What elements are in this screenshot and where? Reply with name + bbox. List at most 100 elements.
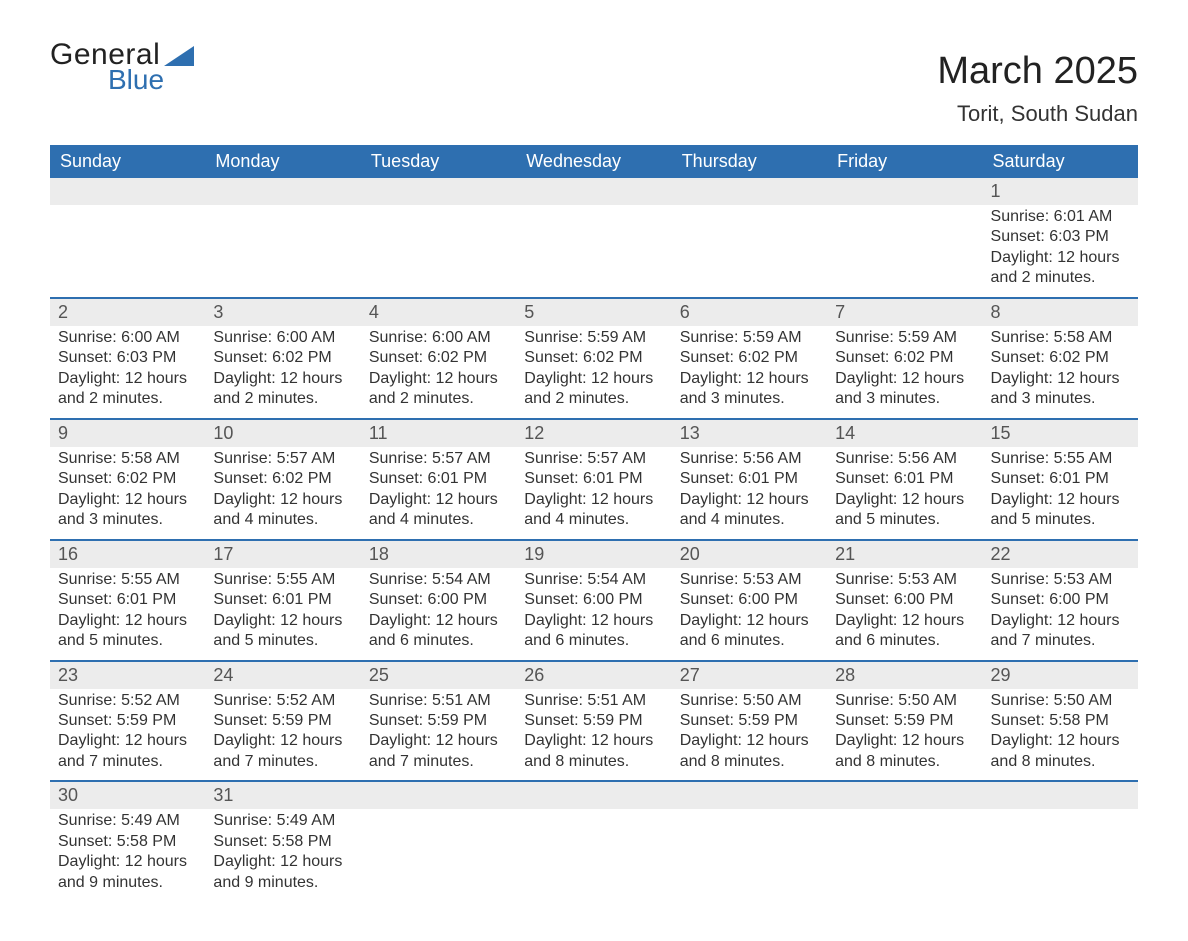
day-number-cell: 12 [516,419,671,447]
daylight-line: Daylight: 12 hours and 3 minutes. [835,369,974,410]
day-number-cell: 14 [827,419,982,447]
sunset-line: Sunset: 5:59 PM [835,711,974,731]
day-number: 26 [516,662,671,689]
sunrise-line: Sunrise: 5:52 AM [213,691,352,711]
day-detail-cell: Sunrise: 5:57 AMSunset: 6:02 PMDaylight:… [205,447,360,540]
day-number: 21 [827,541,982,568]
day-detail-cell: Sunrise: 5:53 AMSunset: 6:00 PMDaylight:… [827,568,982,661]
day-number: 13 [672,420,827,447]
day-detail-cell [516,205,671,298]
day-number-cell: 24 [205,661,360,689]
sunset-line: Sunset: 5:58 PM [991,711,1130,731]
day-number: 29 [983,662,1138,689]
sunrise-line: Sunrise: 5:51 AM [369,691,508,711]
day-number-cell: 27 [672,661,827,689]
sunset-line: Sunset: 6:03 PM [991,227,1130,247]
day-number-cell: 15 [983,419,1138,447]
sunset-line: Sunset: 5:59 PM [680,711,819,731]
day-number: 23 [50,662,205,689]
sunset-line: Sunset: 6:00 PM [369,590,508,610]
sunset-line: Sunset: 6:01 PM [524,469,663,489]
day-number: 1 [983,178,1138,205]
day-number-cell: 22 [983,540,1138,568]
day-number: 3 [205,299,360,326]
day-number: 11 [361,420,516,447]
day-detail-cell [50,205,205,298]
day-detail-cell: Sunrise: 5:59 AMSunset: 6:02 PMDaylight:… [672,326,827,419]
logo: General Blue [50,40,194,94]
daylight-line: Daylight: 12 hours and 7 minutes. [58,731,197,772]
day-detail-cell: Sunrise: 5:50 AMSunset: 5:58 PMDaylight:… [983,689,1138,782]
logo-triangle-icon [164,46,194,66]
daylight-line: Daylight: 12 hours and 3 minutes. [58,490,197,531]
day-number-cell [983,781,1138,809]
day-detail-cell: Sunrise: 5:57 AMSunset: 6:01 PMDaylight:… [516,447,671,540]
sunset-line: Sunset: 6:00 PM [991,590,1130,610]
day-number-cell: 7 [827,298,982,326]
day-number-cell: 6 [672,298,827,326]
daylight-line: Daylight: 12 hours and 5 minutes. [991,490,1130,531]
daylight-line: Daylight: 12 hours and 3 minutes. [991,369,1130,410]
sunset-line: Sunset: 6:01 PM [835,469,974,489]
day-detail-cell: Sunrise: 5:55 AMSunset: 6:01 PMDaylight:… [205,568,360,661]
calendar-table: SundayMondayTuesdayWednesdayThursdayFrid… [50,145,1138,901]
sunrise-line: Sunrise: 5:54 AM [369,570,508,590]
day-detail-cell: Sunrise: 6:01 AMSunset: 6:03 PMDaylight:… [983,205,1138,298]
day-number-cell: 18 [361,540,516,568]
daylight-line: Daylight: 12 hours and 8 minutes. [524,731,663,772]
sunset-line: Sunset: 6:02 PM [213,469,352,489]
sunset-line: Sunset: 6:02 PM [524,348,663,368]
daylight-line: Daylight: 12 hours and 2 minutes. [213,369,352,410]
daylight-line: Daylight: 12 hours and 7 minutes. [369,731,508,772]
day-number: 15 [983,420,1138,447]
day-detail-cell: Sunrise: 6:00 AMSunset: 6:02 PMDaylight:… [205,326,360,419]
daylight-line: Daylight: 12 hours and 6 minutes. [524,611,663,652]
day-number-cell: 10 [205,419,360,447]
day-header: Friday [827,145,982,178]
day-number-cell: 19 [516,540,671,568]
day-number: 17 [205,541,360,568]
day-header: Thursday [672,145,827,178]
daylight-line: Daylight: 12 hours and 5 minutes. [835,490,974,531]
sunrise-line: Sunrise: 5:53 AM [680,570,819,590]
sunrise-line: Sunrise: 5:53 AM [991,570,1130,590]
day-number: 20 [672,541,827,568]
day-detail-cell: Sunrise: 6:00 AMSunset: 6:03 PMDaylight:… [50,326,205,419]
sunrise-line: Sunrise: 5:49 AM [213,811,352,831]
daylight-line: Daylight: 12 hours and 2 minutes. [524,369,663,410]
week-daynum-row: 1 [50,178,1138,205]
day-detail-cell: Sunrise: 5:56 AMSunset: 6:01 PMDaylight:… [672,447,827,540]
day-detail-cell [827,205,982,298]
daylight-line: Daylight: 12 hours and 9 minutes. [58,852,197,893]
week-daynum-row: 23242526272829 [50,661,1138,689]
day-number: 31 [205,782,360,809]
sunrise-line: Sunrise: 6:00 AM [369,328,508,348]
sunrise-line: Sunrise: 5:53 AM [835,570,974,590]
day-number-cell: 31 [205,781,360,809]
day-number: 30 [50,782,205,809]
sunset-line: Sunset: 5:59 PM [369,711,508,731]
day-number-cell: 8 [983,298,1138,326]
sunrise-line: Sunrise: 5:56 AM [680,449,819,469]
day-number-cell: 13 [672,419,827,447]
day-number-cell: 16 [50,540,205,568]
day-detail-cell [672,205,827,298]
day-detail-cell: Sunrise: 5:59 AMSunset: 6:02 PMDaylight:… [827,326,982,419]
day-number-cell [827,781,982,809]
day-header: Sunday [50,145,205,178]
day-number: 28 [827,662,982,689]
day-number-cell [672,781,827,809]
daylight-line: Daylight: 12 hours and 2 minutes. [58,369,197,410]
daylight-line: Daylight: 12 hours and 5 minutes. [58,611,197,652]
day-header: Wednesday [516,145,671,178]
daylight-line: Daylight: 12 hours and 2 minutes. [369,369,508,410]
day-header: Monday [205,145,360,178]
day-number-cell [50,178,205,205]
day-number-cell: 1 [983,178,1138,205]
sunset-line: Sunset: 6:02 PM [991,348,1130,368]
day-number-cell [827,178,982,205]
day-detail-cell [361,205,516,298]
day-number-cell: 2 [50,298,205,326]
daylight-line: Daylight: 12 hours and 4 minutes. [369,490,508,531]
day-number-cell [672,178,827,205]
